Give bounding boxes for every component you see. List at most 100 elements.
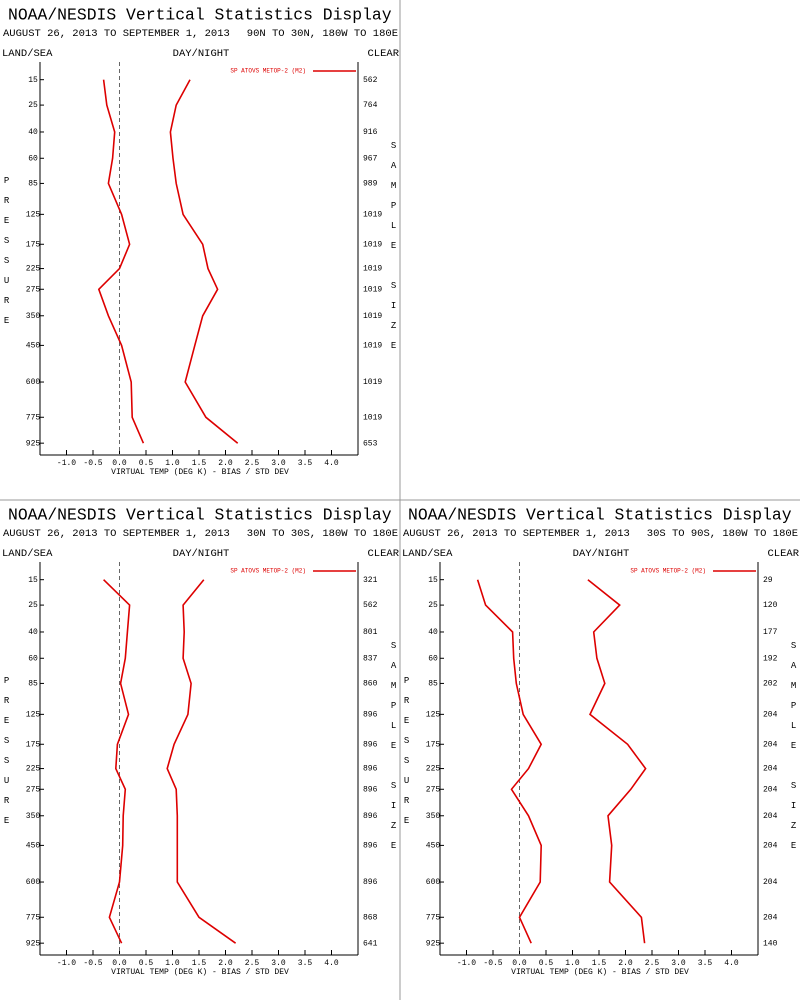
y-tick-label: 40 [28, 128, 38, 137]
x-axis-label: VIRTUAL TEMP (DEG K) - BIAS / STD DEV [511, 968, 689, 977]
y-tick-label: 275 [426, 785, 441, 794]
sample-size-label: 896 [363, 878, 378, 887]
x-tick-label: 2.0 [218, 459, 233, 468]
sample-size-label: 177 [763, 628, 778, 637]
panel: NOAA/NESDIS Vertical Statistics Display A… [402, 505, 800, 977]
x-axis-label: VIRTUAL TEMP (DEG K) - BIAS / STD DEV [111, 968, 289, 977]
sample-size-label: 1019 [363, 240, 382, 249]
region: 30S TO 90S, 180W TO 180E [647, 528, 798, 540]
sample-size-label: 989 [363, 180, 378, 189]
subtitle: AUGUST 26, 2013 TO SEPTEMBER 1, 2013 [3, 528, 230, 540]
y-tick-label: 350 [26, 312, 41, 321]
land-sea-label: LAND/SEA [2, 548, 53, 560]
sample-size-label: 967 [363, 154, 378, 163]
sample-size-label: 764 [363, 101, 378, 110]
sample-size-label: 1019 [363, 342, 382, 351]
panel: NOAA/NESDIS Vertical Statistics Display A… [2, 5, 400, 477]
y-tick-label: 775 [26, 913, 41, 922]
subtitle: AUGUST 26, 2013 TO SEPTEMBER 1, 2013 [3, 28, 230, 40]
y-tick-label: 60 [28, 154, 38, 163]
y-tick-label: 25 [28, 601, 38, 610]
y-tick-label: 25 [28, 101, 38, 110]
sample-size-label: 202 [763, 680, 778, 689]
sample-size-label: 321 [363, 576, 378, 585]
y-tick-label: 350 [426, 812, 441, 821]
x-tick-label: -0.5 [83, 959, 102, 968]
sample-size-label: 562 [363, 601, 378, 610]
x-tick-label: 1.5 [192, 459, 207, 468]
std-dev-line [587, 579, 647, 944]
y-tick-label: 85 [28, 180, 38, 189]
x-tick-label: 2.5 [245, 459, 260, 468]
y2-axis-label: SAMPLE SIZE [389, 141, 399, 361]
region: 30N TO 30S, 180W TO 180E [247, 528, 398, 540]
x-tick-label: -1.0 [57, 959, 76, 968]
x-tick-label: 3.0 [671, 959, 686, 968]
y-tick-label: 450 [26, 842, 41, 851]
y2-axis-label: SAMPLE SIZE [389, 641, 399, 861]
day-night-label: DAY/NIGHT [173, 48, 230, 60]
x-tick-label: 1.0 [565, 959, 580, 968]
chart-title: NOAA/NESDIS Vertical Statistics Display [8, 5, 392, 24]
x-tick-label: 1.5 [592, 959, 607, 968]
sample-size-label: 896 [363, 812, 378, 821]
y-tick-label: 15 [28, 76, 38, 85]
bias-line [103, 579, 131, 944]
sample-size-label: 896 [363, 740, 378, 749]
chart-title: NOAA/NESDIS Vertical Statistics Display [8, 505, 392, 524]
x-tick-label: 2.0 [618, 959, 633, 968]
x-tick-label: 3.5 [698, 959, 713, 968]
sample-size-label: 896 [363, 765, 378, 774]
y-tick-label: 60 [28, 654, 38, 663]
y-tick-label: 600 [26, 878, 41, 887]
sample-size-label: 653 [363, 439, 378, 448]
sample-size-label: 896 [363, 785, 378, 794]
sample-size-label: 204 [763, 878, 778, 887]
x-tick-label: 0.5 [539, 959, 554, 968]
y-tick-label: 450 [26, 342, 41, 351]
sample-size-label: 204 [763, 710, 778, 719]
sample-size-label: 1019 [363, 265, 382, 274]
sample-size-label: 641 [363, 939, 378, 948]
clear-label: CLEAR [367, 548, 399, 560]
sample-size-label: 140 [763, 939, 778, 948]
day-night-label: DAY/NIGHT [573, 548, 630, 560]
x-tick-label: -1.0 [457, 959, 476, 968]
y-tick-label: 40 [28, 628, 38, 637]
y-tick-label: 225 [26, 265, 41, 274]
sample-size-label: 204 [763, 913, 778, 922]
sample-size-label: 1019 [363, 378, 382, 387]
sample-size-label: 916 [363, 128, 378, 137]
day-night-label: DAY/NIGHT [173, 548, 230, 560]
x-tick-label: 3.0 [271, 459, 286, 468]
y-tick-label: 450 [426, 842, 441, 851]
y-tick-label: 15 [28, 576, 38, 585]
y-tick-label: 175 [26, 740, 41, 749]
y-tick-label: 275 [26, 285, 41, 294]
y-tick-label: 85 [428, 680, 438, 689]
y-tick-label: 925 [26, 939, 41, 948]
sample-size-label: 204 [763, 812, 778, 821]
y-axis-label: PRESSURE [2, 176, 12, 336]
y-tick-label: 25 [428, 601, 438, 610]
subtitle: AUGUST 26, 2013 TO SEPTEMBER 1, 2013 [403, 528, 630, 540]
sample-size-label: 1019 [363, 210, 382, 219]
y-tick-label: 225 [426, 765, 441, 774]
sample-size-label: 1019 [363, 285, 382, 294]
legend-label: SP ATOVS METOP-2 (M2) [230, 68, 306, 75]
sample-size-label: 860 [363, 680, 378, 689]
y-axis-label: PRESSURE [402, 676, 412, 836]
std-dev-line [169, 79, 239, 444]
x-axis-label: VIRTUAL TEMP (DEG K) - BIAS / STD DEV [111, 468, 289, 477]
y-tick-label: 85 [28, 680, 38, 689]
legend-label: SP ATOVS METOP-2 (M2) [230, 568, 306, 575]
y-tick-label: 925 [26, 439, 41, 448]
land-sea-label: LAND/SEA [2, 48, 53, 60]
x-tick-label: 1.0 [165, 459, 180, 468]
y-tick-label: 175 [426, 740, 441, 749]
x-tick-label: 0.0 [112, 959, 127, 968]
legend-label: SP ATOVS METOP-2 (M2) [630, 568, 706, 575]
bias-line [476, 579, 543, 944]
y-tick-label: 40 [428, 628, 438, 637]
